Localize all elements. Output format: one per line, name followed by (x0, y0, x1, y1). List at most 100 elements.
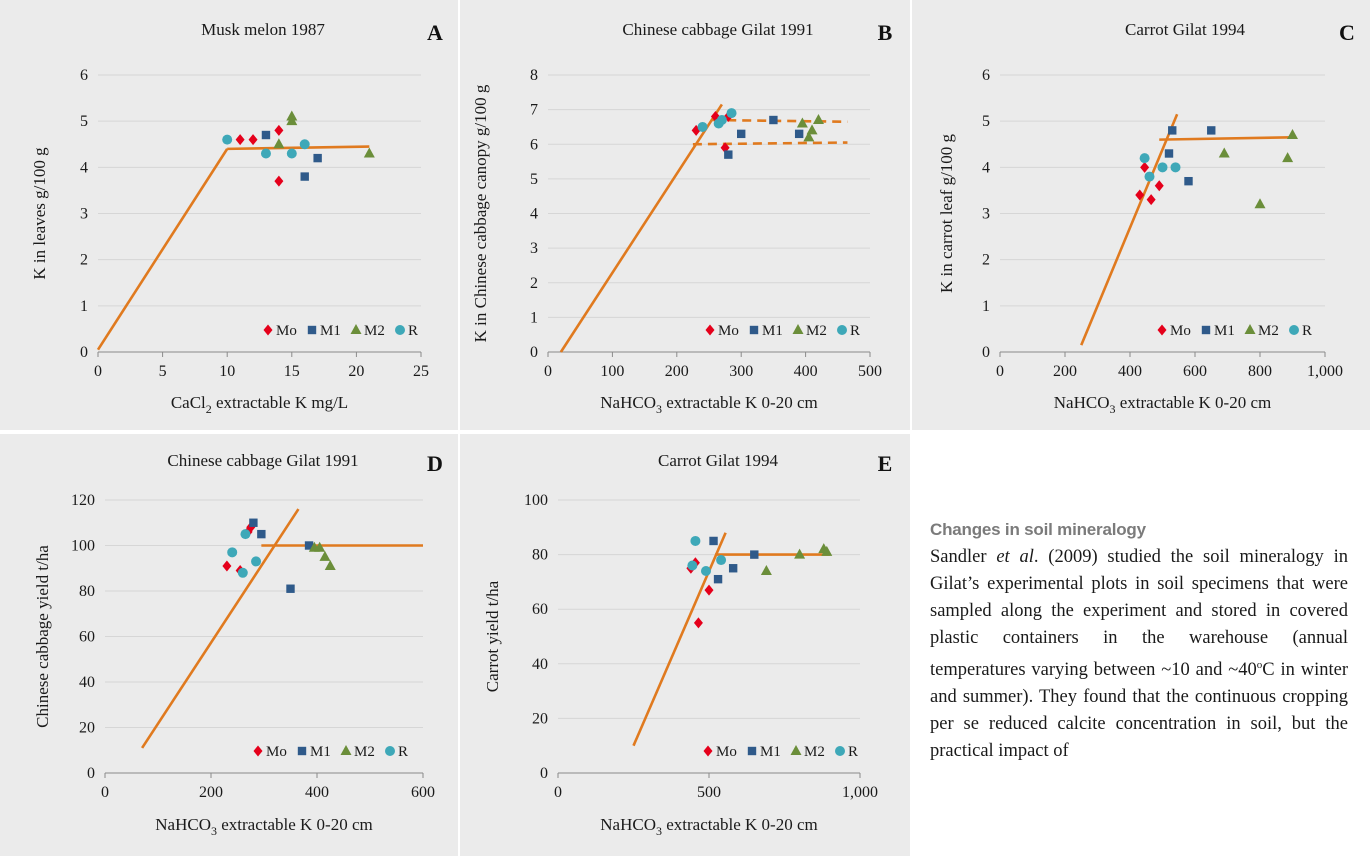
xtick-label-c-2: 400 (1118, 363, 1142, 380)
xtick-label-a-1: 5 (159, 363, 167, 380)
ytick-label-a-1: 1 (80, 298, 88, 315)
xtick-label-a-2: 10 (219, 363, 235, 380)
point-c-r-2 (1157, 162, 1168, 173)
xtick-label-c-3: 600 (1183, 363, 1207, 380)
x-axis-label-d: NaHCO3 extractable K 0-20 cm (155, 815, 372, 838)
x-axis-label-e-sub: 3 (656, 824, 662, 838)
legend-label-b-m2: M2 (806, 323, 827, 339)
legend-marker-e-r (835, 746, 845, 756)
legend-marker-b-m1 (749, 325, 759, 335)
ytick-label-b-4: 4 (530, 206, 538, 223)
point-b-m2-0 (796, 117, 808, 128)
xtick-label-d-2: 400 (305, 784, 329, 801)
x-axis-label-c-post: extractable K 0-20 cm (1115, 393, 1271, 412)
chart-title-e: Carrot Gilat 1994 (658, 451, 778, 470)
legend-marker-d-m2 (340, 745, 352, 755)
legend-label-e-m2: M2 (804, 744, 825, 760)
point-c-r-3 (1170, 162, 1181, 173)
point-e-mo-3 (704, 584, 714, 596)
point-a-r-1 (260, 148, 271, 159)
fit-line-e-0 (632, 532, 727, 747)
xtick-label-e-2: 1,000 (842, 784, 878, 801)
point-d-r-0 (227, 547, 238, 558)
xtick-label-a-5: 25 (413, 363, 429, 380)
legend-label-d-mo: Mo (266, 744, 287, 760)
legend-marker-c-r (1289, 325, 1299, 335)
point-e-m1-0 (709, 536, 718, 546)
ytick-label-b-5: 5 (530, 171, 538, 188)
xtick-label-b-2: 200 (665, 363, 689, 380)
point-b-r-0 (697, 121, 708, 132)
chart-d: 0 20 40 60 80 100 120 0 200 400 600 Chinese cabbage… (0, 434, 458, 856)
xtick-label-a-0: 0 (94, 363, 102, 380)
panel-letter-c: C (1339, 20, 1355, 45)
body-text-em: et al (996, 547, 1034, 567)
y-axis-label-d: Chinese cabbage yield t/ha (33, 545, 52, 728)
legend-marker-d-mo (253, 745, 263, 757)
point-b-m1-1 (737, 129, 746, 139)
fit-line-b-1 (712, 118, 848, 124)
y-axis-label-a: K in leaves g/100 g (30, 147, 49, 280)
chart-a: 0 1 2 3 4 5 6 0 5 10 15 20 25 Musk melon 1987 A K in le… (0, 0, 458, 430)
xtick-label-e-0: 0 (554, 784, 562, 801)
xtick-label-b-3: 300 (729, 363, 753, 380)
xtick-label-a-3: 15 (284, 363, 300, 380)
point-d-m2-1 (314, 541, 326, 552)
point-a-m1-0 (261, 130, 271, 140)
legend-label-a-r: R (408, 323, 418, 339)
x-axis-label-a-sub: 2 (206, 402, 212, 416)
legend-marker-a-r (395, 325, 405, 335)
point-b-m2-3 (812, 114, 824, 125)
point-d-r-1 (237, 567, 248, 578)
legend-label-c-r: R (1302, 323, 1312, 339)
panel-b: 0 1 2 3 4 5 6 7 8 0 100 200 300 400 500 Chinese cabbage… (460, 0, 910, 430)
xtick-label-a-4: 20 (348, 363, 364, 380)
point-e-m1-2 (728, 564, 738, 573)
point-a-m1-1 (300, 172, 309, 181)
panel-d: 0 20 40 60 80 100 120 0 200 400 600 Chinese cabbage… (0, 434, 458, 856)
legend-marker-c-mo (1157, 324, 1167, 336)
ytick-label-b-2: 2 (530, 275, 538, 292)
fit-line-b-2 (692, 141, 848, 146)
chart-title-c: Carrot Gilat 1994 (1125, 20, 1245, 39)
legend-marker-c-m2 (1244, 324, 1256, 334)
point-c-m1-0 (1164, 149, 1174, 158)
legend-label-c-m2: M2 (1258, 323, 1279, 339)
panel-e-background (460, 434, 910, 856)
point-b-m1-0 (724, 150, 733, 159)
legend-label-e-r: R (848, 744, 858, 760)
point-a-m1-2 (313, 153, 322, 163)
ytick-label-e-0: 0 (540, 765, 548, 782)
point-c-mo-3 (1154, 180, 1164, 192)
point-b-m1-2 (769, 115, 778, 125)
point-a-mo-0 (235, 134, 245, 146)
point-a-mo-1 (248, 134, 258, 146)
xtick-label-d-0: 0 (101, 784, 109, 801)
ytick-label-c-1: 1 (982, 298, 990, 315)
point-c-mo-2 (1146, 194, 1156, 206)
ytick-label-a-2: 2 (80, 252, 88, 269)
side-text-block: Changes in soil mineralogy Sandler et al… (930, 520, 1348, 765)
ytick-label-b-0: 0 (530, 344, 538, 361)
panel-c-background (912, 0, 1370, 430)
ytick-label-e-5: 100 (524, 492, 548, 509)
point-c-r-1 (1144, 171, 1155, 182)
legend-label-a-m1: M1 (320, 323, 341, 339)
section-heading: Changes in soil mineralogy (930, 520, 1146, 539)
point-a-r-3 (299, 139, 310, 150)
y-axis-label-b: K in Chinese cabbage canopy g/100 g (471, 84, 490, 342)
y-axis-label-c: K in carrot leaf g/100 g (937, 133, 956, 293)
x-axis-label-e: NaHCO3 extractable K 0-20 cm (600, 815, 817, 838)
ytick-label-e-2: 40 (532, 656, 548, 673)
xtick-label-b-4: 400 (794, 363, 818, 380)
chart-title-a: Musk melon 1987 (201, 20, 325, 39)
x-axis-label-d-pre: NaHCO (155, 815, 211, 834)
xtick-label-b-0: 0 (544, 363, 552, 380)
point-b-m1-3 (794, 129, 804, 139)
point-c-m1-3 (1207, 126, 1216, 135)
xtick-label-c-5: 1,000 (1307, 363, 1343, 380)
x-axis-label-a: CaCl2 extractable K mg/L (171, 393, 348, 416)
xtick-label-b-5: 500 (858, 363, 882, 380)
x-axis-label-b-sub: 3 (656, 402, 662, 416)
legend-marker-d-m1 (297, 746, 307, 756)
